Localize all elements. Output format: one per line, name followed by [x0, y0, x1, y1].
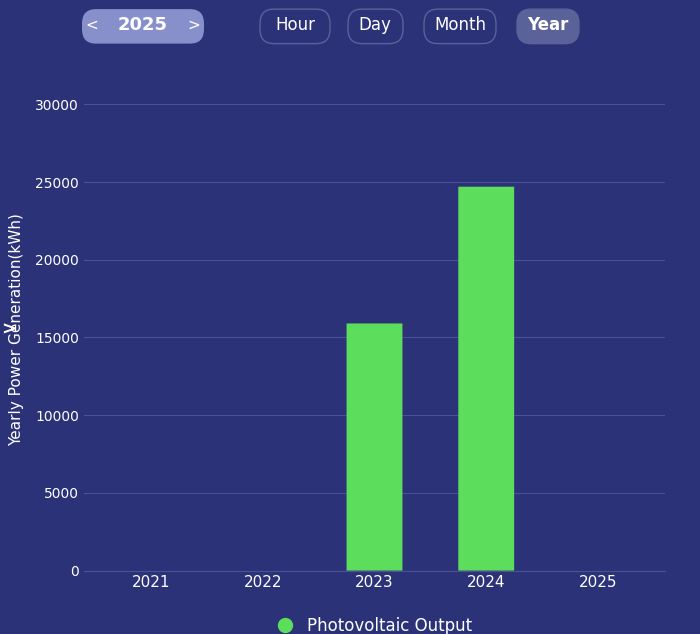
- Text: >: >: [188, 18, 200, 33]
- Bar: [346, 323, 402, 571]
- FancyBboxPatch shape: [458, 186, 514, 571]
- FancyBboxPatch shape: [517, 9, 579, 44]
- Bar: [458, 186, 514, 571]
- Text: 2025: 2025: [118, 16, 168, 34]
- Y-axis label: Yearly Power Generation(kWh): Yearly Power Generation(kWh): [9, 213, 25, 446]
- FancyBboxPatch shape: [424, 9, 496, 44]
- Text: Day: Day: [358, 16, 391, 34]
- Legend: Photovoltaic Output: Photovoltaic Output: [270, 611, 479, 634]
- Text: Month: Month: [434, 16, 486, 34]
- FancyBboxPatch shape: [260, 9, 330, 44]
- FancyBboxPatch shape: [82, 9, 204, 44]
- Text: <: <: [85, 18, 99, 33]
- FancyBboxPatch shape: [348, 9, 403, 44]
- Text: >: >: [1, 321, 16, 339]
- Text: Hour: Hour: [275, 16, 315, 34]
- Text: Year: Year: [527, 16, 568, 34]
- FancyBboxPatch shape: [346, 323, 402, 571]
